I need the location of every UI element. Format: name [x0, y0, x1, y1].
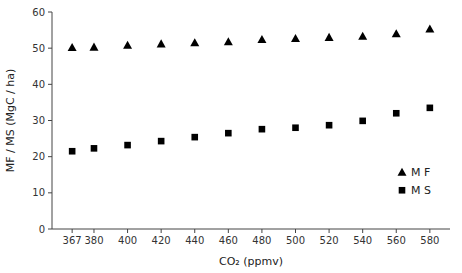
x-tick-label: 540 [353, 235, 372, 246]
x-tick-label: 560 [387, 235, 406, 246]
x-axis-line [52, 229, 450, 230]
y-tick-label: 0 [39, 224, 45, 235]
point [68, 43, 77, 51]
y-tick [48, 84, 52, 85]
point [358, 32, 367, 40]
point [427, 105, 434, 112]
x-tick-label: 580 [420, 235, 439, 246]
point [425, 24, 434, 32]
x-tick [329, 229, 330, 233]
y-tick-label: 10 [32, 187, 45, 198]
y-axis-label: MF / MS (MgC / ha) [4, 69, 17, 173]
point [124, 142, 131, 149]
x-tick [362, 229, 363, 233]
legend-marker [398, 168, 407, 176]
x-tick [228, 229, 229, 233]
x-tick [429, 229, 430, 233]
chart: 367380 400 420 440 460 480 500 520 540 560 580 0 10 2… [0, 0, 462, 273]
legend-label: M F [411, 166, 430, 179]
point [191, 134, 198, 141]
y-tick-label: 60 [32, 7, 45, 18]
point [359, 118, 366, 125]
point [224, 37, 233, 45]
point [157, 39, 166, 47]
point [158, 138, 165, 145]
y-tick [48, 229, 52, 230]
legend: M F M S [398, 166, 431, 197]
point [259, 126, 266, 133]
y-tick-label: 20 [32, 151, 45, 162]
x-tick [396, 229, 397, 233]
point [291, 34, 300, 42]
x-tick-label: 460 [219, 235, 238, 246]
y-tick-label: 40 [32, 79, 45, 90]
x-tick-label: 420 [152, 235, 171, 246]
y-tick [48, 192, 52, 193]
point [123, 41, 132, 49]
x-tick [161, 229, 162, 233]
x-tick [72, 229, 73, 233]
point [91, 145, 98, 152]
legend-marker [399, 187, 406, 194]
y-tick-label: 50 [32, 43, 45, 54]
legend-label: M S [411, 184, 431, 197]
marks [68, 24, 435, 154]
y-tick [48, 120, 52, 121]
x-tick [261, 229, 262, 233]
point [326, 122, 333, 129]
x-tick-label: 380 [84, 235, 103, 246]
point [225, 130, 232, 137]
x-tick [295, 229, 296, 233]
x-tick-label: 400 [118, 235, 137, 246]
y-tick [48, 156, 52, 157]
x-tick [127, 229, 128, 233]
x-tick-label: 367 [63, 235, 82, 246]
point [325, 33, 334, 41]
point [257, 35, 266, 43]
x-tick [93, 229, 94, 233]
point [89, 43, 98, 51]
y-tick [48, 12, 52, 13]
x-axis-label: CO₂ (ppmv) [219, 255, 283, 268]
x-tick-label: 500 [286, 235, 305, 246]
x-tick-label: 440 [185, 235, 204, 246]
x-tick-label: 480 [252, 235, 271, 246]
x-tick [194, 229, 195, 233]
x-tick-label: 520 [320, 235, 339, 246]
point [69, 148, 76, 155]
point [190, 38, 199, 46]
point [393, 110, 400, 117]
y-tick [48, 48, 52, 49]
y-tick-label: 30 [32, 115, 45, 126]
point [292, 124, 299, 131]
point [392, 29, 401, 37]
